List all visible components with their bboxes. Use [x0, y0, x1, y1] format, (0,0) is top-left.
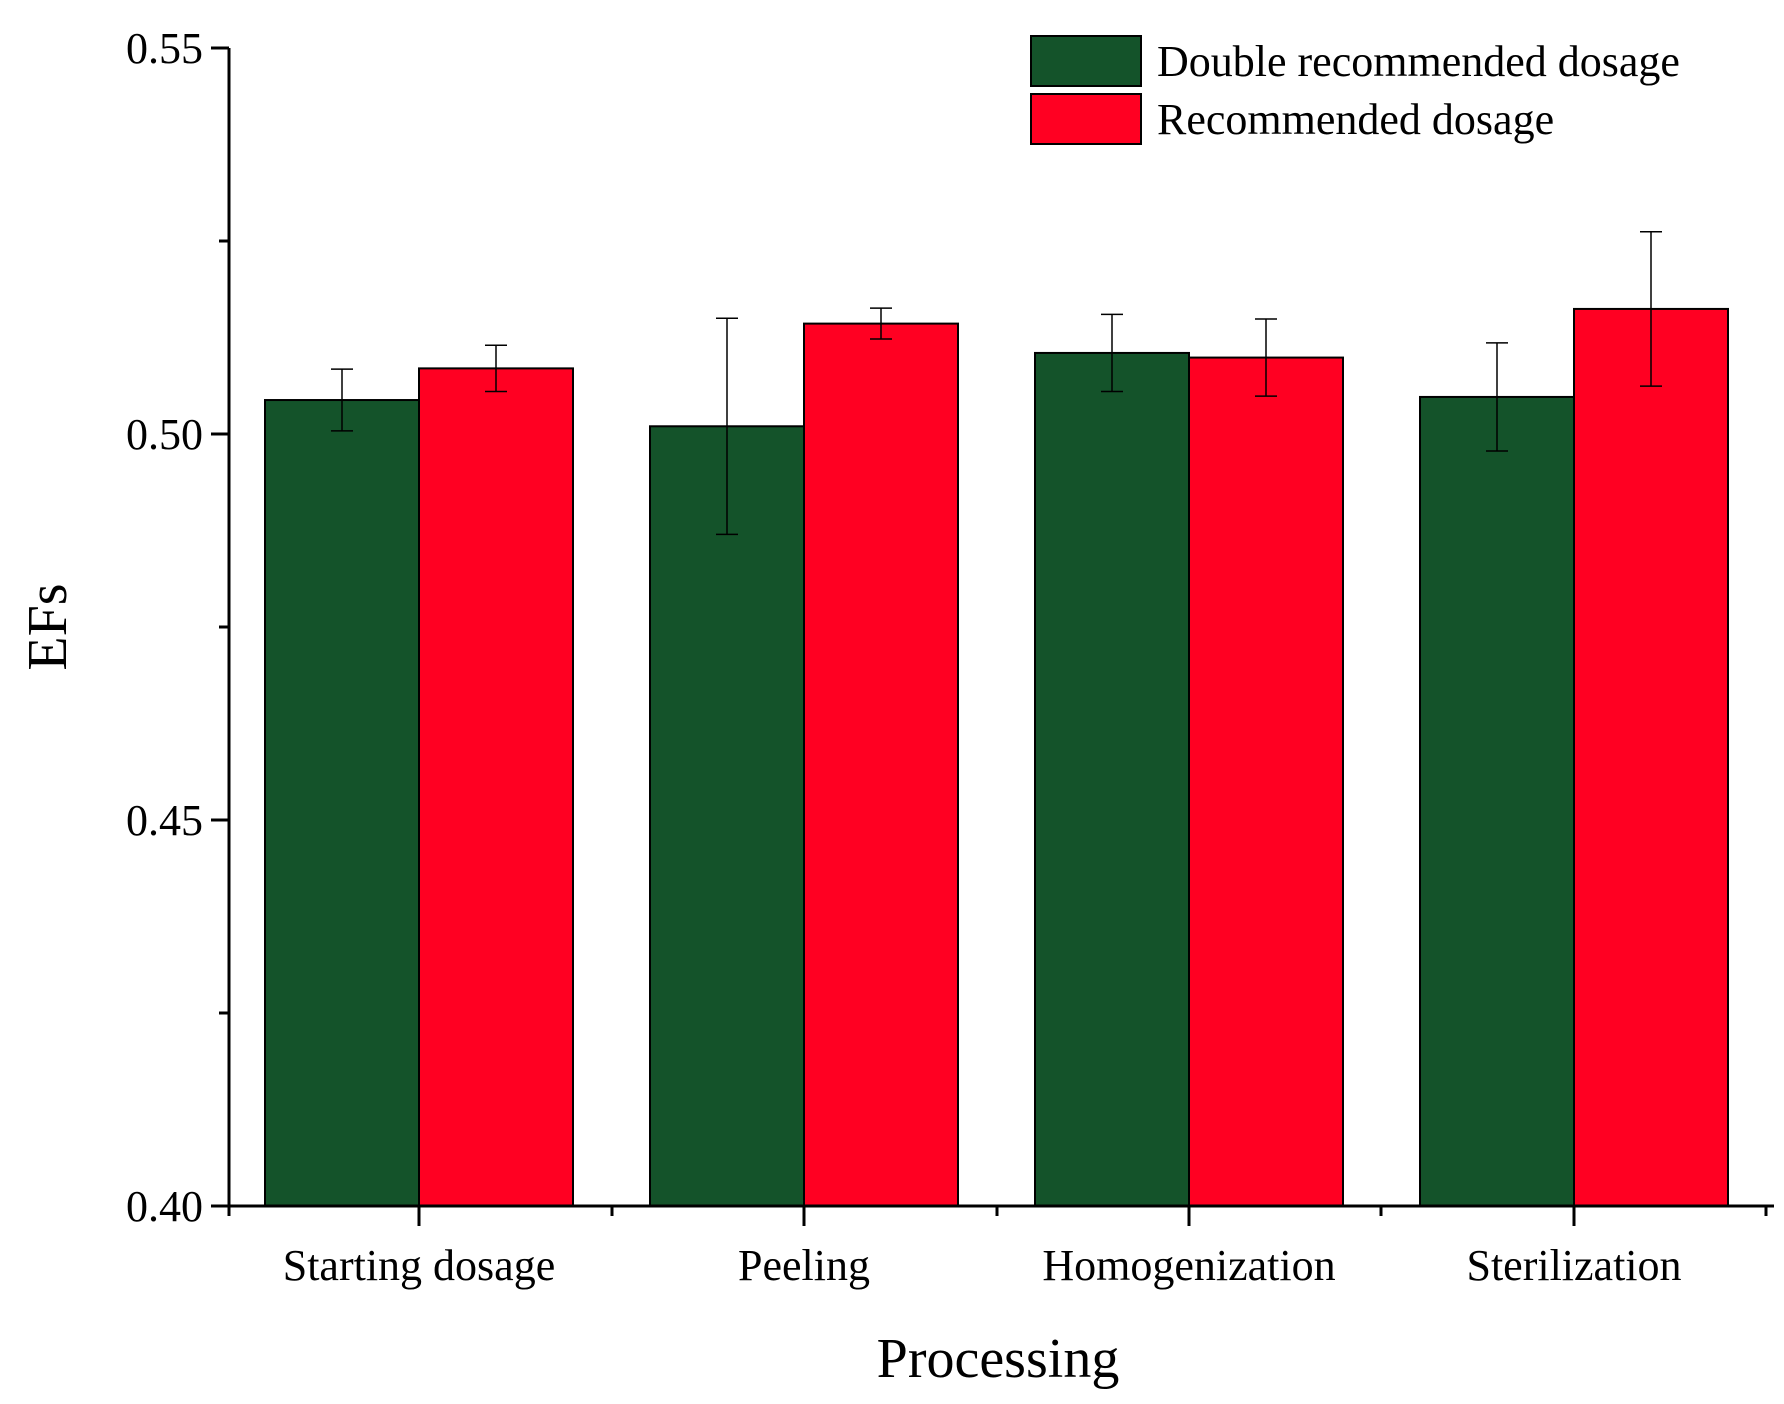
bar-sterilization-double-recommended-dosage [1419, 395, 1575, 1208]
y-axis-title: EFs [17, 583, 79, 670]
legend: Double recommended dosage Recommended do… [1030, 35, 1680, 145]
error-bar-sterilization-double-recommended-dosage [1486, 342, 1508, 452]
bar-sterilization-recommended-dosage [1573, 307, 1729, 1208]
x-ticks-layer: Starting dosage Peeling Homogenization Ster… [227, 1206, 1768, 1290]
bar-homogenization-recommended-dosage [1188, 356, 1344, 1207]
error-bar-starting-dosage-double-recommended-dosage [331, 368, 353, 432]
error-bar-sterilization-recommended-dosage [1640, 230, 1662, 387]
x-axis-title: Processing [877, 1328, 1120, 1390]
y-tick-label-0-40: 0.40 [126, 1182, 203, 1231]
y-tick-label-0-45: 0.45 [126, 796, 203, 845]
x-tick-label-starting-dosage: Starting dosage [283, 1241, 556, 1290]
y-ticks-layer: 0.40 0.45 0.50 0.55 [126, 24, 229, 1231]
y-tick-label-0-50: 0.50 [126, 410, 203, 459]
bar-peeling-double-recommended-dosage [649, 425, 805, 1207]
x-tick-label-homogenization: Homogenization [1042, 1241, 1335, 1290]
x-tick-label-sterilization: Sterilization [1466, 1241, 1681, 1290]
legend-swatch-recommended-dosage [1030, 93, 1142, 145]
bar-homogenization-double-recommended-dosage [1034, 351, 1190, 1207]
error-bars-layer [331, 230, 1662, 536]
bar-starting-dosage-double-recommended-dosage [264, 399, 420, 1208]
error-bar-homogenization-recommended-dosage [1255, 318, 1277, 397]
y-tick-label-0-55: 0.55 [126, 24, 203, 73]
bars-layer [264, 307, 1729, 1208]
legend-swatch-double-recommended-dosage [1030, 35, 1142, 87]
legend-label-double-recommended-dosage: Double recommended dosage [1157, 37, 1680, 86]
error-bar-peeling-double-recommended-dosage [716, 317, 738, 536]
error-bar-homogenization-double-recommended-dosage [1101, 313, 1123, 393]
error-bar-peeling-recommended-dosage [870, 307, 892, 340]
bar-peeling-recommended-dosage [803, 322, 959, 1207]
bar-starting-dosage-recommended-dosage [418, 367, 574, 1207]
x-tick-label-peeling: Peeling [738, 1241, 870, 1290]
error-bar-starting-dosage-recommended-dosage [485, 344, 507, 393]
legend-label-recommended-dosage: Recommended dosage [1157, 95, 1554, 144]
